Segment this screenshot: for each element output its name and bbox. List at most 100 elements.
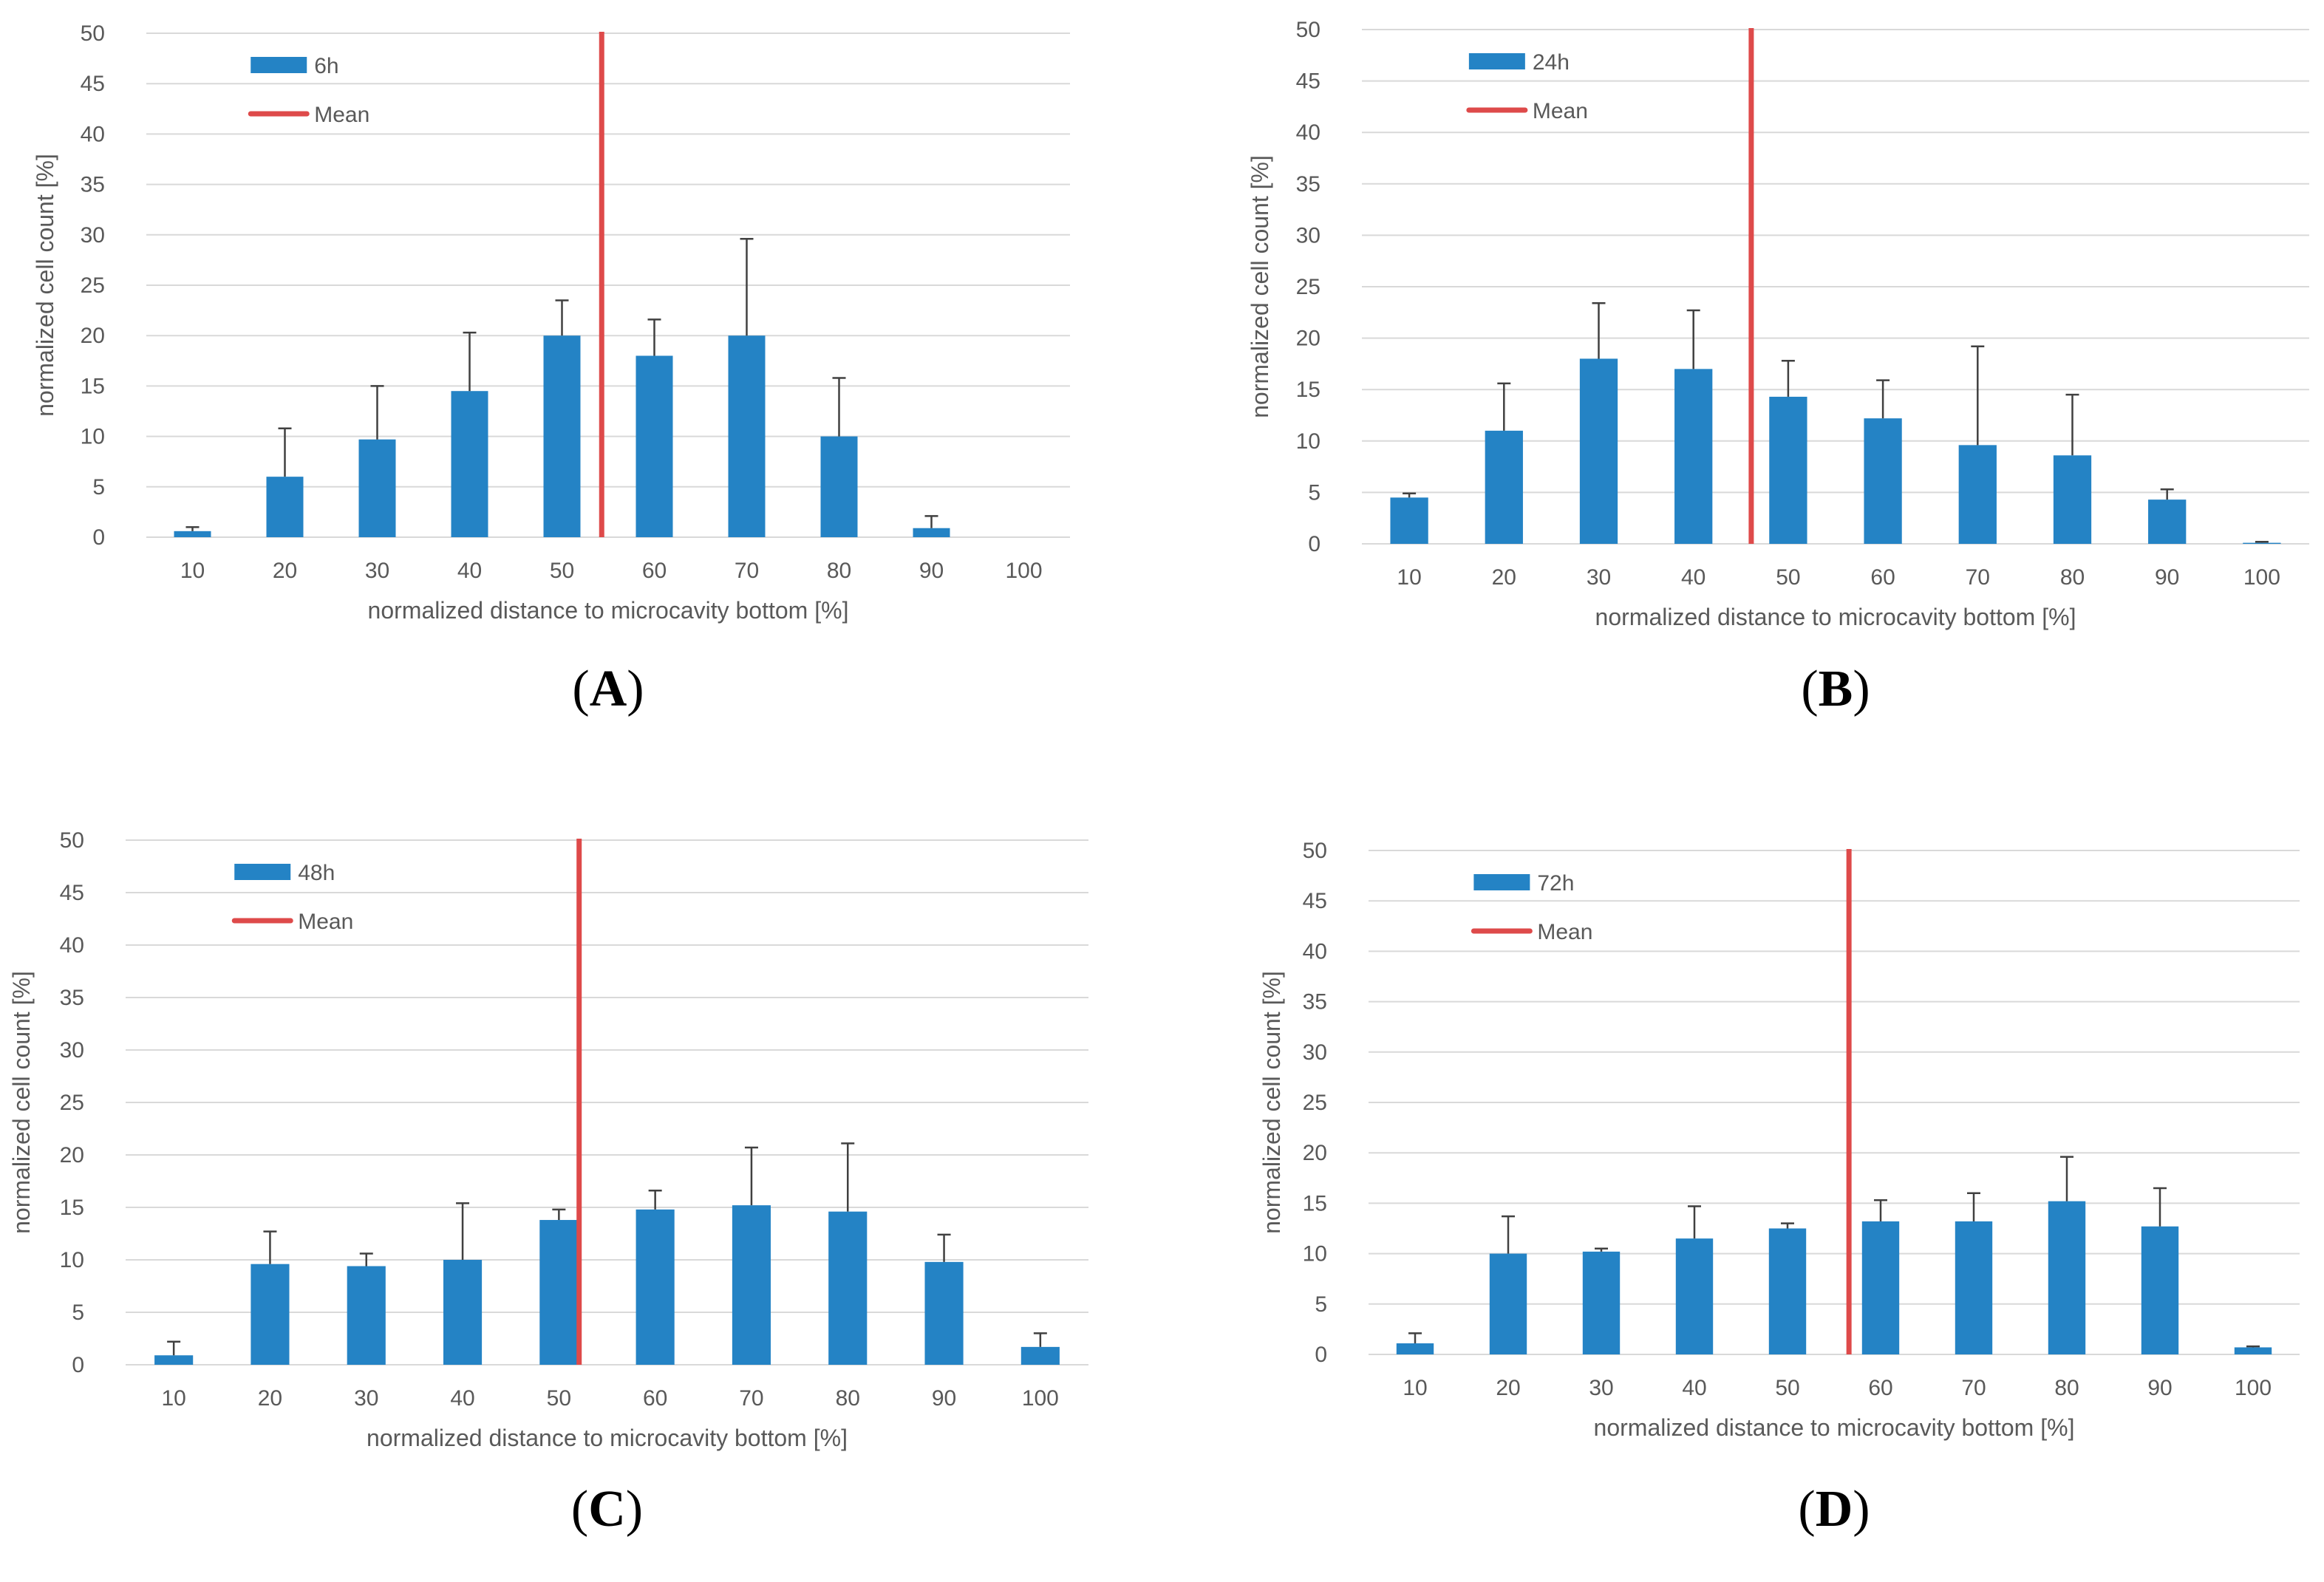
bar	[174, 531, 211, 537]
panel-label: (C)	[571, 1481, 643, 1538]
y-tick-label: 30	[1303, 1040, 1327, 1065]
y-tick-label: 15	[60, 1196, 84, 1220]
y-tick-label: 40	[81, 122, 105, 146]
x-tick-label: 10	[180, 559, 205, 583]
x-tick-label: 60	[1870, 565, 1895, 590]
x-tick-label: 90	[932, 1386, 956, 1411]
panel-label-open-paren: (	[1798, 1481, 1815, 1538]
bar	[728, 335, 766, 537]
y-tick-label: 15	[1303, 1191, 1327, 1216]
bar	[347, 1266, 386, 1365]
x-tick-label: 30	[354, 1386, 378, 1411]
bar	[1396, 1343, 1434, 1354]
panel-label-letter: D	[1816, 1481, 1853, 1538]
bar	[2234, 1347, 2272, 1354]
y-tick-label: 10	[81, 425, 105, 449]
y-tick-label: 20	[1303, 1141, 1327, 1165]
bar	[1579, 358, 1618, 544]
legend-label-mean: Mean	[1537, 920, 1592, 944]
legend-label-mean: Mean	[1533, 99, 1588, 123]
x-tick-label: 50	[1775, 1376, 1799, 1400]
y-tick-label: 40	[1303, 939, 1327, 964]
y-axis-title: normalized cell count [%]	[1258, 971, 1285, 1234]
y-tick-label: 50	[1303, 839, 1327, 863]
y-tick-label: 45	[81, 72, 105, 96]
x-tick-label: 20	[1492, 565, 1516, 590]
x-tick-label: 40	[450, 1386, 474, 1411]
legend-label-series: 24h	[1533, 50, 1570, 75]
y-tick-label: 50	[81, 21, 105, 46]
x-tick-label: 90	[919, 559, 944, 583]
y-tick-label: 15	[1296, 378, 1321, 402]
bar	[539, 1220, 579, 1365]
y-tick-label: 25	[1296, 275, 1321, 299]
y-tick-label: 35	[81, 173, 105, 197]
legend-label-series: 6h	[314, 54, 338, 78]
x-tick-label: 30	[1587, 565, 1611, 590]
y-tick-label: 10	[60, 1248, 84, 1272]
bar	[913, 528, 950, 537]
panel-label: (B)	[1801, 661, 1870, 717]
bar	[154, 1355, 194, 1365]
x-tick-label: 40	[1682, 1376, 1706, 1400]
x-tick-label: 30	[1589, 1376, 1613, 1400]
bar	[820, 436, 858, 537]
legend-swatch-series	[251, 57, 307, 73]
y-tick-label: 5	[72, 1300, 84, 1325]
y-tick-label: 20	[1296, 327, 1321, 351]
bar	[1768, 1228, 1807, 1354]
x-tick-label: 20	[1496, 1376, 1520, 1400]
bar	[251, 1264, 290, 1365]
y-tick-label: 25	[60, 1091, 84, 1115]
x-tick-label: 90	[2155, 565, 2179, 590]
x-tick-label: 50	[550, 559, 574, 583]
y-tick-label: 40	[60, 933, 84, 958]
chart-panel-a: 0 5 10 15 20 25 30 35 40 45 50 10 20 30 40 50 60 70 80 90 10…	[32, 21, 1070, 717]
chart-panel-c: 0 5 10 15 20 25 30 35 40 45 50 10 20 30 40 50 60 70 80 90 10…	[8, 828, 1088, 1538]
bar	[1489, 1253, 1527, 1354]
bar	[635, 1209, 675, 1365]
y-tick-label: 10	[1296, 429, 1321, 454]
y-axis-title: normalized cell count [%]	[1247, 155, 1273, 418]
panel-label: (A)	[572, 661, 644, 717]
x-tick-label: 30	[365, 559, 389, 583]
bar	[732, 1205, 771, 1365]
bar	[1674, 369, 1713, 544]
panel-label: (D)	[1798, 1481, 1870, 1538]
bar	[358, 439, 396, 537]
y-tick-label: 0	[1315, 1343, 1327, 1367]
bar	[1485, 430, 1523, 544]
bar	[1390, 497, 1428, 544]
panel-label-letter: A	[590, 661, 627, 717]
y-tick-label: 30	[81, 223, 105, 248]
bar	[1955, 1221, 1993, 1354]
y-tick-label: 45	[1303, 889, 1327, 913]
x-tick-label: 60	[1868, 1376, 1892, 1400]
y-tick-label: 45	[1296, 69, 1321, 94]
y-tick-label: 15	[81, 374, 105, 398]
y-tick-label: 25	[81, 273, 105, 298]
y-tick-label: 50	[60, 828, 84, 853]
y-tick-label: 10	[1303, 1242, 1327, 1266]
legend-label-series: 72h	[1537, 871, 1574, 896]
y-tick-label: 5	[92, 475, 105, 500]
x-tick-label: 70	[735, 559, 759, 583]
y-tick-label: 0	[72, 1353, 84, 1377]
x-axis-title: normalized distance to microcavity botto…	[1595, 604, 2076, 630]
y-tick-label: 50	[1296, 18, 1321, 42]
bar	[1675, 1238, 1714, 1354]
legend-swatch-series	[234, 864, 291, 880]
x-tick-label: 20	[273, 559, 297, 583]
y-tick-label: 0	[92, 525, 105, 550]
panel-label-close-paren: )	[1853, 661, 1870, 717]
x-tick-label: 100	[2243, 565, 2280, 590]
x-tick-label: 20	[258, 1386, 282, 1411]
legend-swatch-series	[1473, 874, 1530, 890]
bar	[828, 1211, 868, 1365]
y-tick-label: 30	[1296, 223, 1321, 248]
y-axis-title: normalized cell count [%]	[8, 971, 35, 1234]
bar	[1861, 1221, 1900, 1354]
x-tick-label: 100	[1022, 1386, 1059, 1411]
